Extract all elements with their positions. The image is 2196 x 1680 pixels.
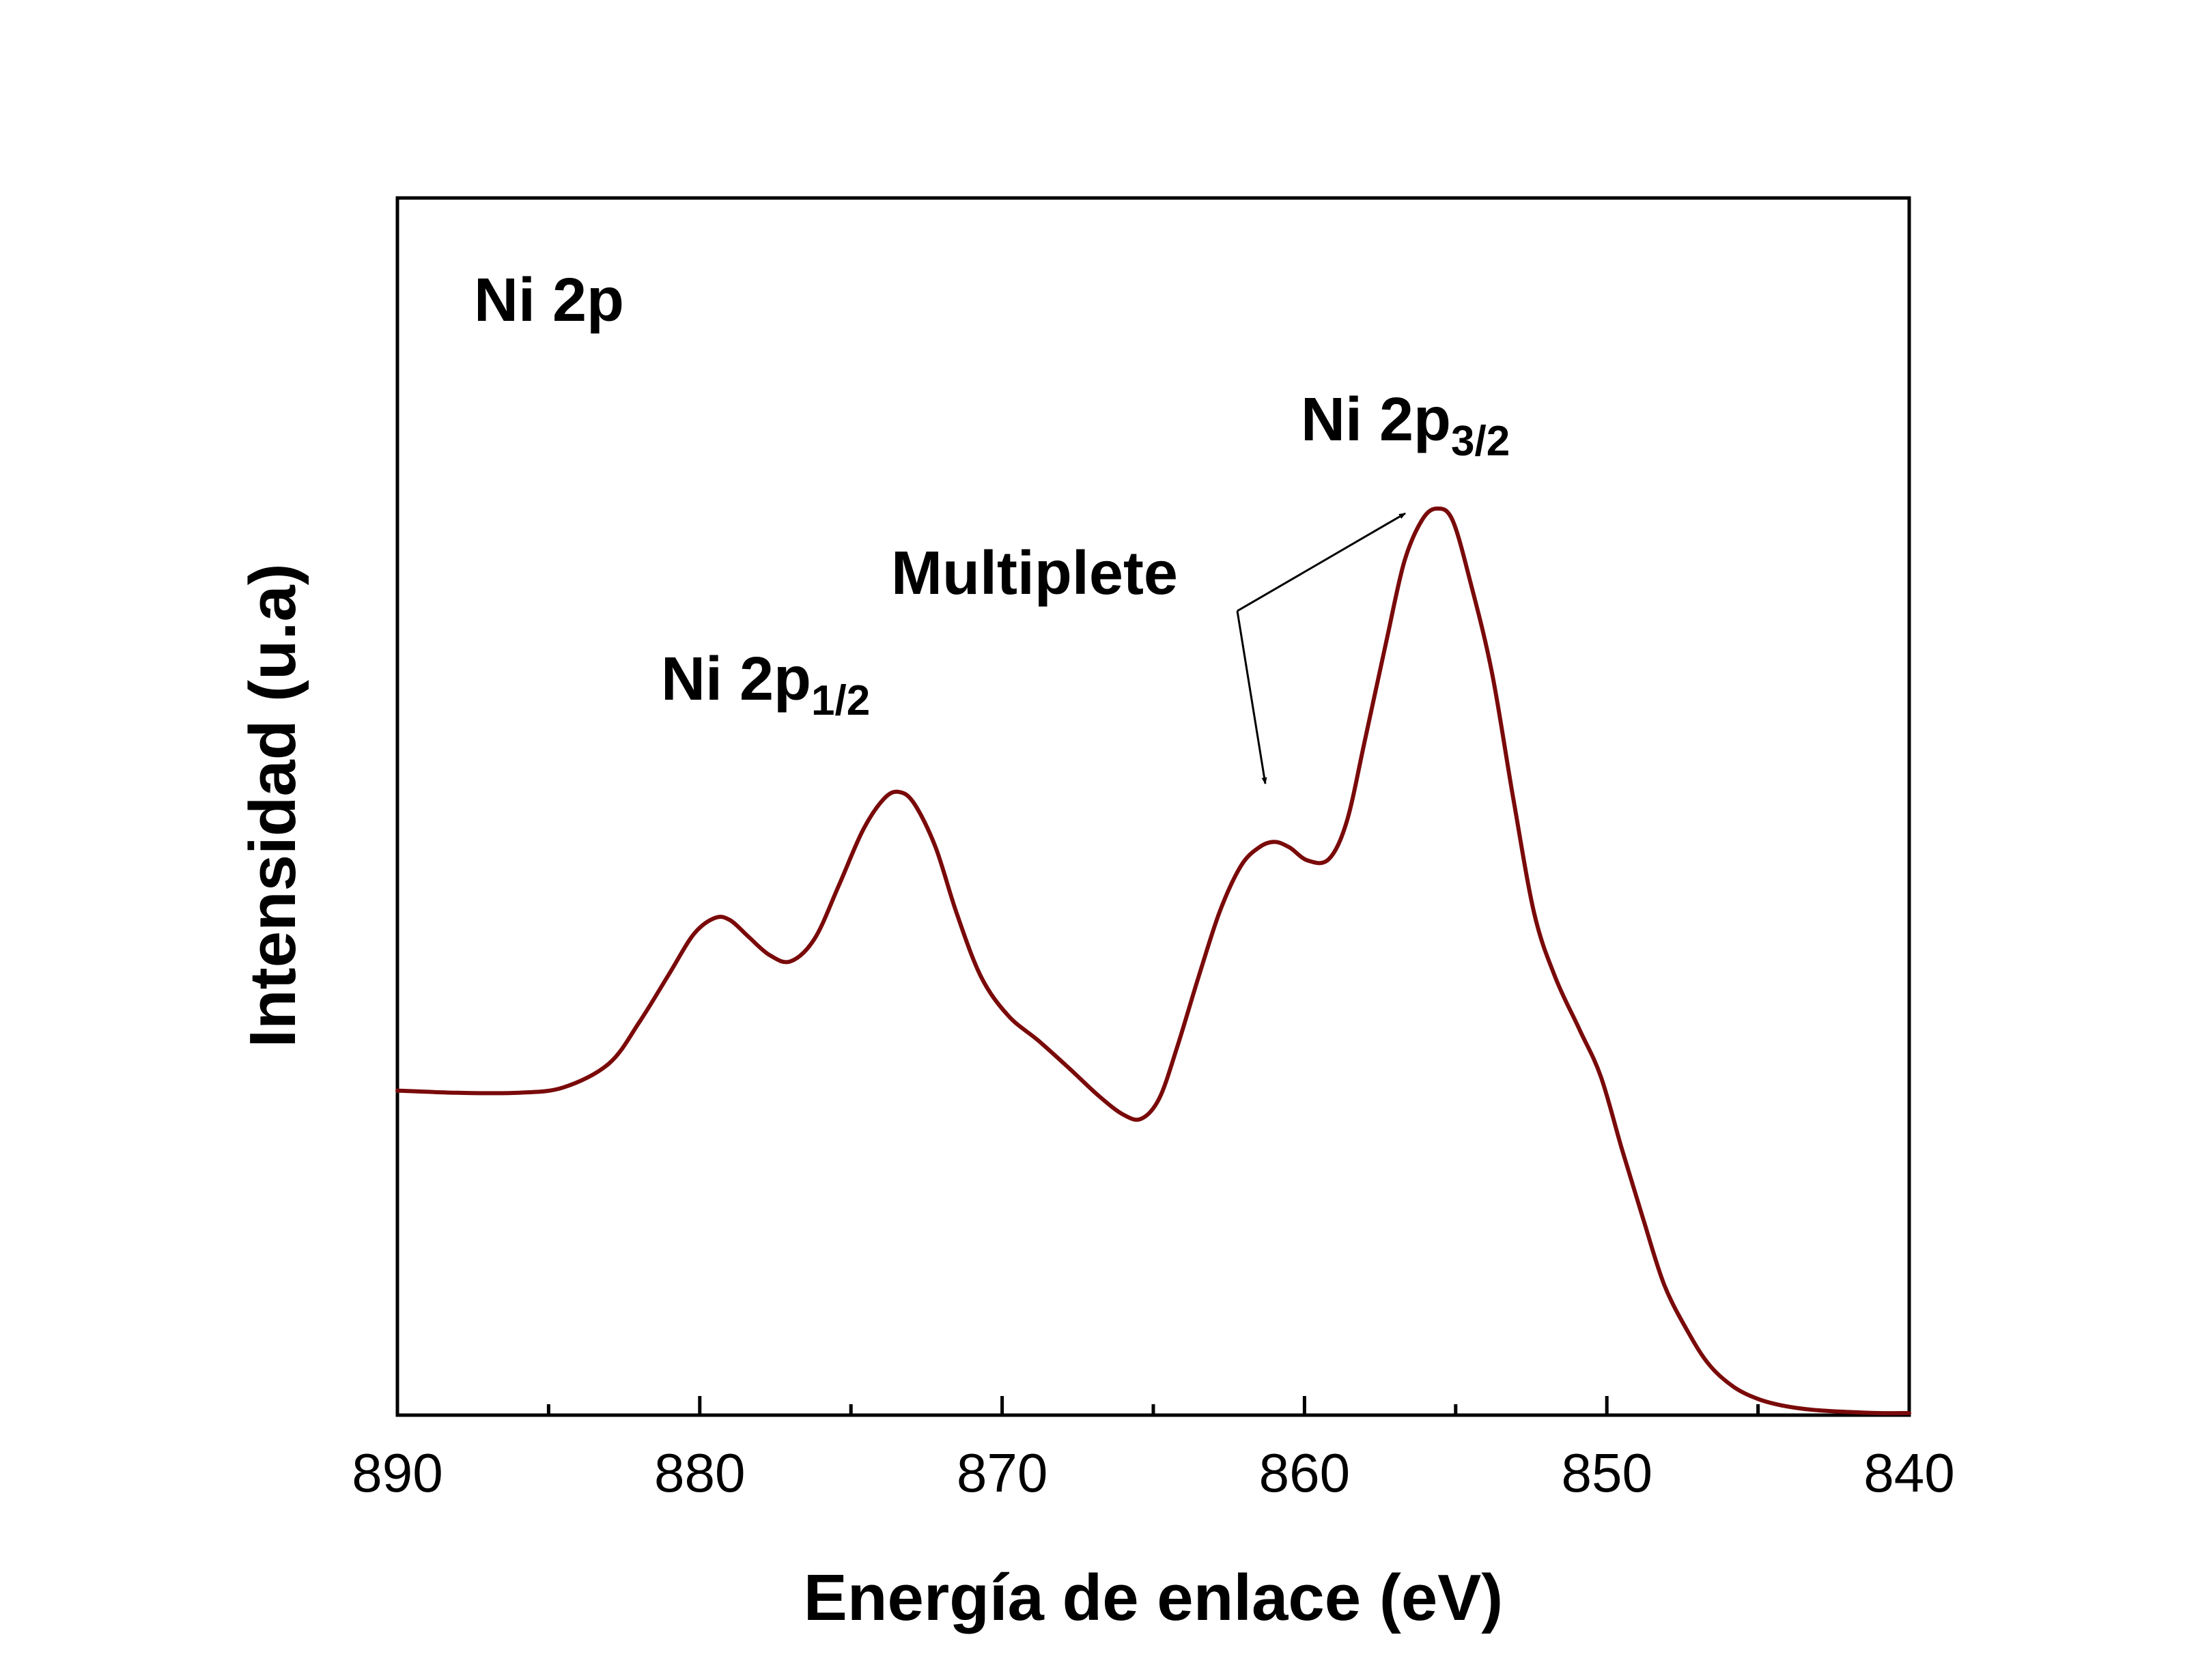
x-axis-ticks <box>395 1396 1911 1415</box>
annotation-multiplete: Multiplete <box>891 539 1178 608</box>
x-tick-label: 850 <box>1561 1442 1652 1503</box>
arrow-to-ni-2p-3-2 <box>1237 512 1406 612</box>
spectrum-line <box>395 506 1911 1416</box>
arrow-to-satellite <box>1236 610 1267 784</box>
annotation-ni-2p-3-2: Ni 2p3/2 <box>1301 386 1510 465</box>
annotation-ni-2p: Ni 2p <box>474 266 624 334</box>
annotation-ni-2p-1-2: Ni 2p1/2 <box>661 645 870 724</box>
x-tick-label: 880 <box>654 1442 745 1503</box>
x-tick-label: 890 <box>352 1442 442 1503</box>
x-tick-label: 860 <box>1259 1442 1350 1503</box>
x-axis-title: Energía de enlace (eV) <box>804 1561 1503 1634</box>
x-tick-label: 840 <box>1863 1442 1954 1503</box>
y-axis-title: Intensidad (u.a) <box>236 563 309 1047</box>
x-tick-label: 870 <box>957 1442 1047 1503</box>
x-axis-tick-labels: 890 880 870 860 850 840 <box>352 1442 1954 1503</box>
plot-frame <box>395 196 1911 1417</box>
